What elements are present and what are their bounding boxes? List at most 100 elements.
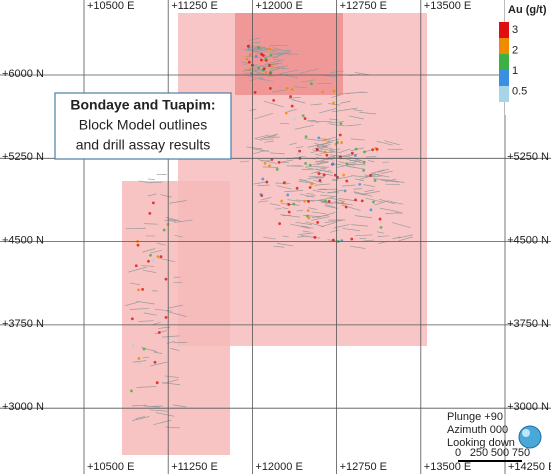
drill-trace: [327, 189, 344, 194]
drill-trace: [257, 184, 270, 187]
legend-title: Au (g/t): [508, 4, 547, 16]
drill-trace: [170, 348, 180, 351]
drill-trace: [314, 183, 331, 186]
drill-trace: [242, 63, 250, 65]
drill-trace: [389, 201, 404, 205]
assay-dot: [354, 147, 358, 151]
drill-trace: [135, 416, 145, 420]
assay-dot: [254, 54, 258, 58]
easting-label: +14250 E: [508, 461, 551, 473]
assay-dot: [292, 202, 296, 206]
drill-trace: [299, 68, 319, 74]
assay-dot: [350, 151, 354, 155]
drill-trace: [149, 409, 168, 412]
legend-swatch: [499, 70, 509, 86]
assay-dot: [156, 255, 160, 259]
assay-dot: [134, 264, 138, 268]
drill-trace: [293, 86, 307, 89]
drill-trace: [166, 311, 187, 317]
orientation-globe: [518, 425, 542, 449]
drill-trace: [249, 108, 257, 112]
assay-dot: [333, 173, 337, 177]
drill-trace: [295, 146, 304, 149]
drill-trace: [326, 136, 337, 140]
assay-dot: [264, 57, 268, 60]
drill-trace: [152, 321, 161, 325]
drill-trace: [349, 160, 363, 164]
assay-dot: [259, 193, 263, 196]
northing-label: +6000 N: [2, 68, 44, 80]
assay-dot: [131, 344, 135, 347]
drill-trace: [273, 62, 283, 66]
assay-dot: [137, 357, 141, 360]
assay-dot: [310, 182, 314, 186]
assay-dot: [151, 201, 155, 205]
drill-trace: [129, 308, 150, 310]
drill-trace: [326, 138, 340, 143]
drill-trace: [331, 94, 341, 98]
drill-trace: [341, 148, 351, 153]
assay-dot: [247, 60, 251, 64]
drill-trace: [273, 246, 285, 248]
assay-dot: [277, 160, 281, 164]
drill-trace: [354, 215, 372, 219]
drill-trace: [174, 234, 183, 238]
drill-trace: [374, 200, 390, 206]
legend-label: 1: [512, 65, 518, 77]
assay-dot: [152, 258, 155, 262]
drill-trace: [306, 226, 314, 229]
drill-trace: [162, 335, 180, 338]
assay-dot: [340, 141, 344, 144]
assay-dot: [275, 167, 279, 171]
northing-label: +3750 N: [507, 318, 549, 330]
assay-dot: [316, 220, 320, 224]
scale-label: 750: [512, 447, 530, 459]
assay-dot: [375, 147, 379, 151]
drill-trace: [301, 235, 321, 239]
assay-dot: [369, 173, 372, 177]
drill-trace: [275, 208, 282, 210]
drill-trace: [268, 66, 285, 72]
assay-dot: [362, 160, 366, 164]
drill-trace: [320, 201, 329, 204]
drill-trace: [260, 197, 272, 201]
drill-trace: [299, 178, 314, 184]
assay-dot: [306, 209, 310, 213]
drill-trace: [272, 58, 282, 62]
assay-dot: [262, 67, 266, 71]
assay-dot: [313, 235, 317, 239]
northing-label: +3000 N: [2, 401, 44, 413]
drill-trace: [341, 164, 360, 169]
assay-dot: [369, 208, 373, 212]
drill-trace: [287, 108, 297, 112]
assay-dot: [260, 52, 263, 56]
drill-trace: [316, 141, 331, 147]
drill-trace: [379, 207, 399, 213]
assay-dot: [304, 162, 308, 165]
drill-trace: [259, 78, 274, 82]
assay-dot: [280, 199, 284, 203]
assay-dot: [270, 158, 274, 161]
drill-trace: [313, 179, 323, 183]
easting-label: +10500 E: [87, 461, 134, 473]
assay-dot: [257, 45, 260, 49]
drill-trace: [264, 140, 274, 143]
legend-label: 3: [512, 24, 518, 36]
assay-dot: [257, 66, 260, 70]
drill-trace: [255, 138, 263, 141]
drill-trace: [287, 199, 301, 202]
drill-trace: [397, 234, 414, 239]
assay-dot: [327, 199, 331, 203]
assay-dot: [345, 179, 349, 183]
drill-trace: [263, 236, 276, 240]
drill-trace: [254, 112, 274, 120]
drill-trace: [270, 152, 285, 155]
drill-trace: [308, 207, 317, 210]
drill-trace: [320, 194, 337, 198]
drill-trace: [164, 220, 177, 222]
legend-label: 0.5: [512, 85, 527, 97]
drill-trace: [361, 190, 380, 195]
assay-dot: [341, 201, 344, 205]
drill-trace: [251, 41, 261, 44]
